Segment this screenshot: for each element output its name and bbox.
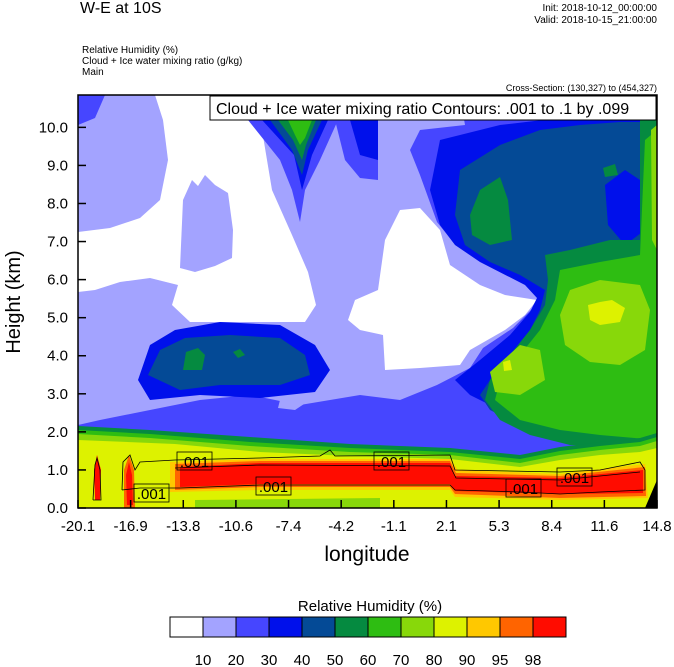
rh-region-lavender-tongue: [180, 175, 233, 272]
colorbar-swatch: [235, 616, 270, 638]
contour-label-box: [133, 483, 170, 503]
colorbar-label: 10: [195, 652, 212, 667]
rh-vortex-lightgreen: [288, 120, 312, 145]
y-tick-label: 8.0: [47, 195, 68, 212]
rh-right-lime-lower: [490, 345, 545, 395]
colorbar-label: 98: [525, 652, 542, 667]
colorbar-swatch: [202, 616, 237, 638]
contour-label-box: [556, 467, 593, 487]
cloud-contour-line-3: [92, 456, 102, 501]
y-tick-label: 1.0: [47, 462, 68, 479]
colorbar-label: 30: [261, 652, 278, 667]
y-tick-label: 2.0: [47, 424, 68, 441]
x-tick-label: -7.4: [276, 518, 302, 535]
y-axis: 0.0 1.0 2.0 3.0 4.0 5.0 6.0 7.0 8.0 9.0 10.0: [39, 119, 86, 517]
y-tick-label: 4.0: [47, 348, 68, 365]
contour-label-box: [373, 451, 410, 471]
valid-time: Valid: 2018-10-15_21:00:00: [534, 15, 657, 26]
rh-right-lime-edge: [651, 125, 657, 250]
cloud-contour-line: [121, 449, 646, 495]
x-axis-title: longitude: [324, 543, 409, 566]
x-tick-label: -20.1: [61, 518, 95, 535]
rh-right-green-spot: [603, 164, 618, 177]
colorbar-label: 20: [228, 652, 245, 667]
colorbar-label: 70: [393, 652, 410, 667]
y-tick-label: 5.0: [47, 310, 68, 327]
contour-labels: .001 .001 .001 .001 .001 .001: [133, 451, 593, 503]
x-tick-label: -10.6: [219, 518, 253, 535]
contour-label: .001: [560, 470, 589, 487]
y-tick-label: 6.0: [47, 272, 68, 289]
plot-frame: [77, 94, 658, 509]
rh-topright-deepblue: [350, 120, 378, 160]
x-tick-label: 2.1: [436, 518, 457, 535]
y-tick-label: 7.0: [47, 234, 68, 251]
colorbar-label: 50: [327, 652, 344, 667]
rh-right-green-blob: [470, 177, 512, 245]
colorbar-swatch: [400, 616, 435, 638]
rh-bl-red-spike-3: [126, 462, 133, 505]
contour-label: .001: [137, 486, 166, 503]
rh-blob-darkblue: [148, 335, 310, 390]
colorbar-label: 90: [459, 652, 476, 667]
y-tick-label: 9.0: [47, 157, 68, 174]
colorbar-swatch: [466, 616, 501, 638]
colorbar-label: 95: [492, 652, 509, 667]
colorbar-swatch: [301, 616, 336, 638]
x-tick-label: 14.8: [642, 518, 671, 535]
rh-region-white-right: [348, 208, 537, 370]
colorbar-label: 40: [294, 652, 311, 667]
plot-title: W-E at 10S: [80, 0, 162, 17]
contour-label-box: [176, 451, 213, 471]
colorbar-swatch: [433, 616, 468, 638]
colorbar-swatch: [367, 616, 402, 638]
colorbar-swatch: [169, 616, 204, 638]
y-axis-title: Height (km): [3, 250, 25, 353]
init-time: Init: 2018-10-12_00:00:00: [542, 3, 657, 14]
contour-info-box: [209, 95, 657, 121]
colorbar-swatch: [334, 616, 369, 638]
contour-label: .001: [259, 479, 288, 496]
contour-label: .001: [509, 481, 538, 498]
rh-blob-green-1: [183, 348, 205, 370]
contour-label: .001: [377, 454, 406, 471]
contour-label-box: [505, 478, 542, 498]
rh-region-lavender-patch: [278, 392, 310, 410]
x-tick-label: -4.2: [328, 518, 354, 535]
colorbar-label: 60: [360, 652, 377, 667]
cloud-contour-line-2: [174, 464, 641, 481]
rh-bl-red: [180, 463, 643, 494]
colorbar-swatch: [532, 616, 567, 638]
cross-section-label: Cross-Section: (130,327) to (454,327): [505, 83, 657, 93]
colorbar-swatch: [268, 616, 303, 638]
field-label-cloud: Cloud + Ice water mixing ratio (g/kg): [82, 56, 243, 67]
rh-blob-green-2: [233, 349, 245, 358]
contour-info-text: Cloud + Ice water mixing ratio Contours:…: [216, 101, 629, 118]
colorbar: 10 20 30 40 50 60 70 80 90 95 98: [169, 616, 567, 667]
x-axis: -20.1 -16.9 -13.8 -10.6 -7.4 -4.2 -1.1 2.1 5.3 8.…: [61, 500, 672, 535]
x-tick-label: -13.8: [166, 518, 200, 535]
x-tick-label: 5.3: [489, 518, 510, 535]
field-label-rh: Relative Humidity (%): [82, 45, 179, 56]
colorbar-title: Relative Humidity (%): [298, 598, 442, 615]
y-tick-label: 10.0: [39, 119, 68, 136]
contour-label: .001: [180, 454, 209, 471]
colorbar-label: 80: [426, 652, 443, 667]
contour-label-box: [255, 476, 292, 496]
x-tick-label: -1.1: [381, 518, 407, 535]
colorbar-swatch: [499, 616, 534, 638]
rh-right-deepblue-pocket: [605, 170, 645, 245]
rh-right-yellow-spot: [588, 300, 625, 325]
x-tick-label: 11.6: [590, 518, 618, 535]
y-tick-label: 3.0: [47, 386, 68, 403]
rh-right-yellow-spot-2: [503, 360, 512, 371]
rh-filled-contours: [78, 95, 657, 508]
x-tick-label: 8.4: [541, 518, 562, 535]
x-tick-label: -16.9: [114, 518, 148, 535]
rh-bl-lime-bottom: [195, 498, 380, 508]
y-tick-label: 0.0: [47, 500, 68, 517]
field-label-main: Main: [82, 67, 104, 78]
terrain: [645, 480, 657, 508]
